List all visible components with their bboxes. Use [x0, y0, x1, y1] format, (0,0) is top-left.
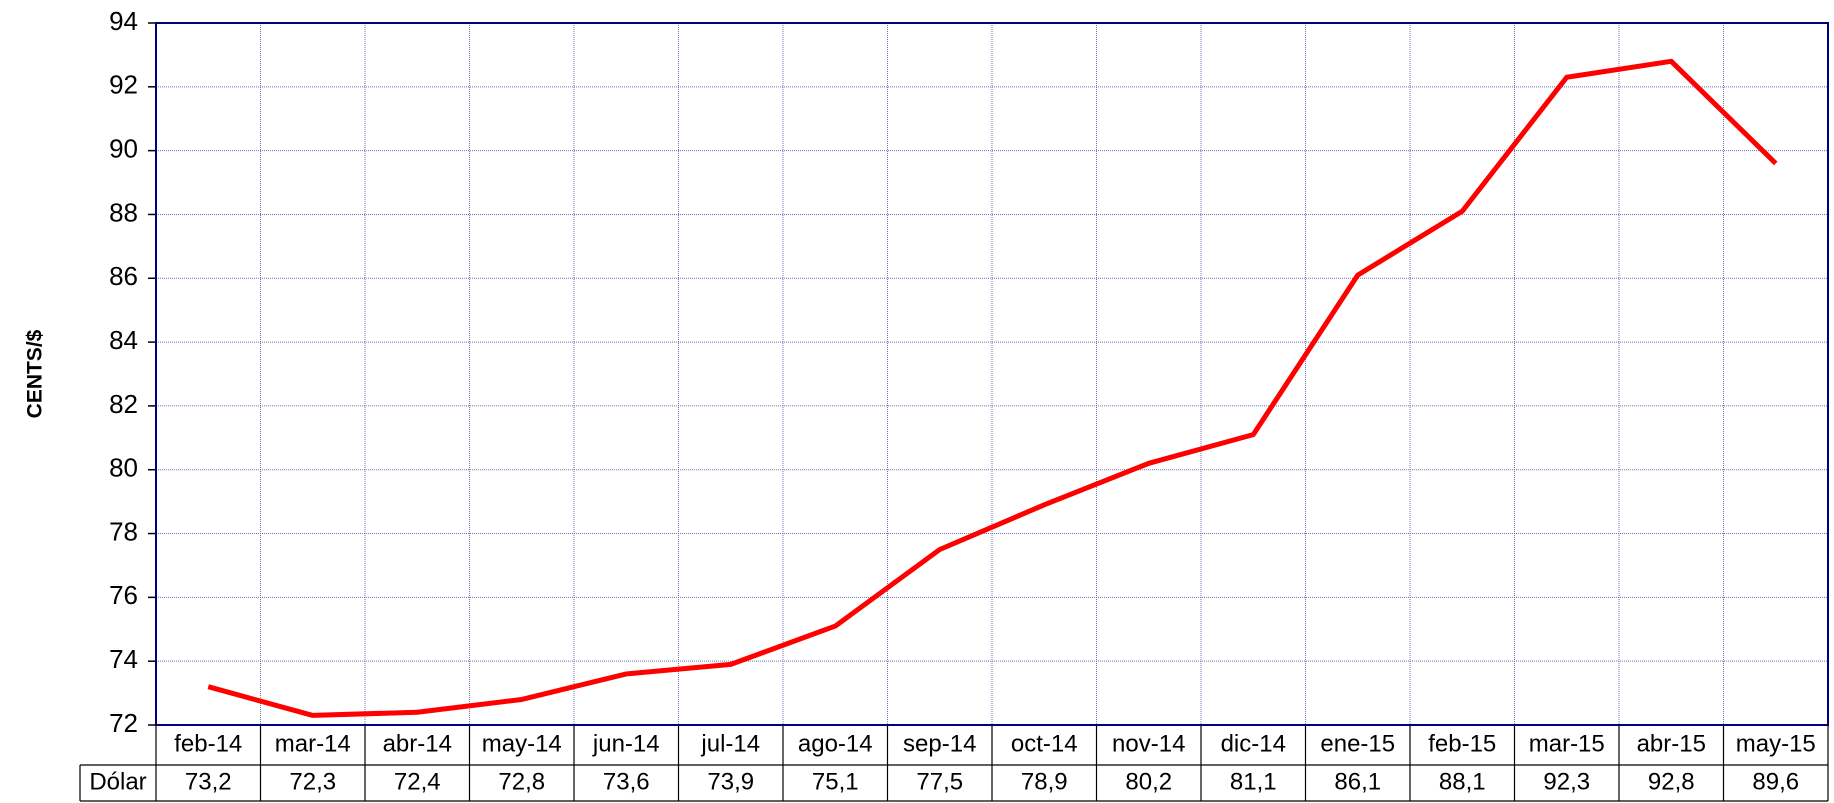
x-tick-label: may-14 [482, 730, 562, 757]
y-tick-label: 76 [109, 580, 138, 610]
y-tick-label: 90 [109, 134, 138, 164]
data-table-value: 92,8 [1648, 768, 1695, 795]
legend-label: Dólar [89, 768, 146, 795]
data-table-value: 72,3 [289, 768, 336, 795]
x-tick-label: abr-14 [383, 730, 452, 757]
y-tick-label: 82 [109, 389, 138, 419]
y-tick-label: 84 [109, 325, 138, 355]
data-table-value: 92,3 [1543, 768, 1590, 795]
y-tick-label: 92 [109, 70, 138, 100]
data-table-value: 77,5 [916, 768, 963, 795]
x-tick-label: mar-14 [275, 730, 351, 757]
y-tick-label: 78 [109, 516, 138, 546]
y-axis-label: CENTS/$ [24, 329, 47, 418]
x-tick-label: jul-14 [700, 730, 760, 757]
x-tick-label: nov-14 [1112, 730, 1185, 757]
data-table-value: 73,9 [707, 768, 754, 795]
x-tick-label: mar-15 [1529, 730, 1605, 757]
data-table-value: 72,4 [394, 768, 441, 795]
y-tick-label: 74 [109, 644, 138, 674]
data-table-value: 78,9 [1021, 768, 1068, 795]
data-table-value: 88,1 [1439, 768, 1486, 795]
x-tick-label: abr-15 [1637, 730, 1706, 757]
x-tick-label: jun-14 [592, 730, 660, 757]
data-table-value: 89,6 [1752, 768, 1799, 795]
x-tick-label: ene-15 [1320, 730, 1395, 757]
data-table-value: 73,2 [185, 768, 232, 795]
x-tick-label: may-15 [1736, 730, 1816, 757]
y-tick-label: 80 [109, 453, 138, 483]
x-tick-label: oct-14 [1011, 730, 1078, 757]
x-tick-label: feb-15 [1428, 730, 1496, 757]
x-tick-label: feb-14 [174, 730, 242, 757]
y-tick-label: 72 [109, 708, 138, 738]
y-tick-label: 94 [109, 6, 138, 36]
data-table-value: 75,1 [812, 768, 859, 795]
x-tick-label: ago-14 [798, 730, 873, 757]
line [207, 58, 1778, 718]
x-tick-label: dic-14 [1221, 730, 1286, 757]
data-table-value: 80,2 [1125, 768, 1172, 795]
data-table-value: 81,1 [1230, 768, 1277, 795]
data-table-value: 86,1 [1334, 768, 1381, 795]
y-tick-label: 88 [109, 197, 138, 227]
data-table-value: 73,6 [603, 768, 650, 795]
y-tick-label: 86 [109, 261, 138, 291]
data-table-value: 72,8 [498, 768, 545, 795]
x-tick-label: sep-14 [903, 730, 976, 757]
